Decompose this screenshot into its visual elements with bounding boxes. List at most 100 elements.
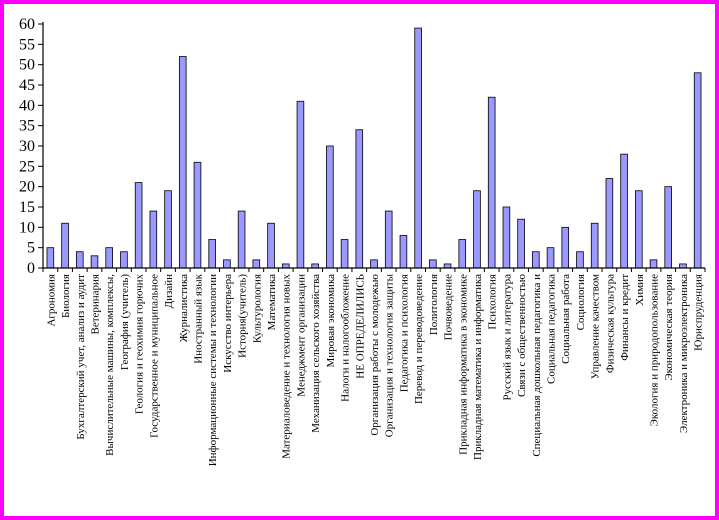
y-tick-label: 35 <box>19 118 35 135</box>
y-tick-label: 25 <box>19 158 35 175</box>
x-category-label: Журналистика <box>178 274 190 342</box>
bar <box>105 247 113 269</box>
bar <box>355 129 364 269</box>
bar <box>664 186 673 269</box>
x-category-label: Специальная дошкольная педагогика и <box>531 274 543 457</box>
y-tick-label: 15 <box>19 199 35 216</box>
y-tick-label: 5 <box>27 240 35 257</box>
y-tick-label: 60 <box>19 16 35 33</box>
bar <box>561 226 570 269</box>
bar <box>296 100 305 269</box>
bar <box>605 178 614 269</box>
x-category-label: Прикладная математика и информатика <box>472 274 484 460</box>
x-category-label: Химия <box>634 274 646 306</box>
bar <box>502 206 511 269</box>
x-category-label: Ветеринария <box>89 274 101 335</box>
bar <box>546 247 555 269</box>
y-tick-label: 10 <box>19 219 35 236</box>
bar <box>620 153 628 269</box>
bar <box>149 210 158 269</box>
bar <box>590 222 599 269</box>
x-category-label: Русский язык и литература <box>501 274 513 401</box>
bar <box>384 210 393 269</box>
x-category-label: Информационные системы и технологии <box>207 274 219 466</box>
y-tick-label: 45 <box>19 77 35 94</box>
x-category-label: Юриспруденция <box>693 274 705 351</box>
x-category-label: Организация и технология защиты <box>384 273 396 437</box>
x-category-label: Социальная работа <box>560 274 572 364</box>
bar-series <box>46 27 702 269</box>
x-category-label: Связи с общественностью <box>516 274 528 397</box>
x-category-label: Механизация сельского хозяйства <box>310 274 322 433</box>
x-category-label: Мировая экономика <box>325 274 337 368</box>
y-tick-label: 40 <box>19 97 35 114</box>
y-tick-label: 55 <box>19 36 35 53</box>
bar <box>237 210 246 269</box>
x-category-label: Педагогика и психология <box>398 274 410 392</box>
bar <box>120 251 128 269</box>
bar <box>517 218 525 269</box>
x-category-label: Биология <box>60 274 72 318</box>
x-category-label: Математика <box>266 274 278 330</box>
bar <box>370 259 378 269</box>
bar <box>429 259 437 269</box>
bar <box>576 251 584 269</box>
bar <box>487 96 496 269</box>
bar <box>223 259 231 269</box>
x-category-label: Дизайн <box>163 274 175 309</box>
x-category-label: География (учитель) <box>119 274 131 370</box>
y-tick-label: 30 <box>19 138 35 155</box>
bar <box>178 56 187 269</box>
x-category-label: Финансы и кредит <box>619 274 631 361</box>
x-category-label: Политология <box>428 274 440 335</box>
x-category-label: Социальная педагогика <box>546 274 558 384</box>
bar <box>208 239 216 269</box>
bar <box>679 263 687 269</box>
x-category-label: Психология <box>487 274 499 330</box>
axes <box>42 22 706 272</box>
bar <box>399 235 408 269</box>
x-category-label: Экология и природопользование <box>649 274 661 427</box>
bar <box>46 247 55 269</box>
bar <box>635 190 643 269</box>
y-tick-label: 50 <box>19 57 35 74</box>
bar <box>90 255 99 269</box>
bar <box>693 72 702 269</box>
bar <box>458 239 467 269</box>
x-category-label: Менеджмент организации <box>295 274 307 397</box>
x-category-label: Электроника и микроэлектроника <box>678 274 690 433</box>
bar <box>311 263 319 269</box>
bar <box>252 259 261 269</box>
x-category-label: История(учитель) <box>237 274 249 358</box>
x-category-label: Искусство интерьера <box>222 274 234 373</box>
y-tick-label: 20 <box>19 179 35 196</box>
bar <box>75 251 84 269</box>
x-category-label: Организация работы с молодежью <box>369 274 381 436</box>
bar <box>267 222 275 269</box>
x-category-label: Вычислительные машины, комплексы, <box>104 274 116 456</box>
x-category-label: Государственное и муниципальное <box>148 274 160 438</box>
bar <box>649 259 658 269</box>
x-category-label: Почвоведение <box>443 274 455 340</box>
x-category-label: Иностранный язык <box>192 273 204 363</box>
x-category-label: Физическая культура <box>604 274 616 373</box>
x-category-label: Экономическая теория <box>663 274 675 381</box>
x-category-label: Прикладная информатика в экономике <box>457 274 469 455</box>
y-axis-ticks: 0 5 10 15 20 25 30 35 40 45 50 55 60 <box>19 16 43 277</box>
x-axis-labels: Агрономия Биология Бухгалтерский учет, ана… <box>45 273 704 466</box>
bar <box>164 190 172 269</box>
bar <box>61 222 69 269</box>
bar <box>443 263 452 269</box>
bar <box>134 182 143 269</box>
x-category-label: НЕ ОПРЕДЕЛИЛИСЬ <box>354 274 366 379</box>
x-category-label: Социология <box>575 274 587 330</box>
x-category-label: Культурология <box>251 274 263 343</box>
y-tick-label: 0 <box>27 260 35 277</box>
x-category-label: Налоги и налогообложение <box>340 274 352 402</box>
bar <box>532 251 540 269</box>
bar <box>326 145 334 269</box>
bar <box>193 161 202 269</box>
bar <box>414 27 422 269</box>
bar <box>340 239 349 269</box>
